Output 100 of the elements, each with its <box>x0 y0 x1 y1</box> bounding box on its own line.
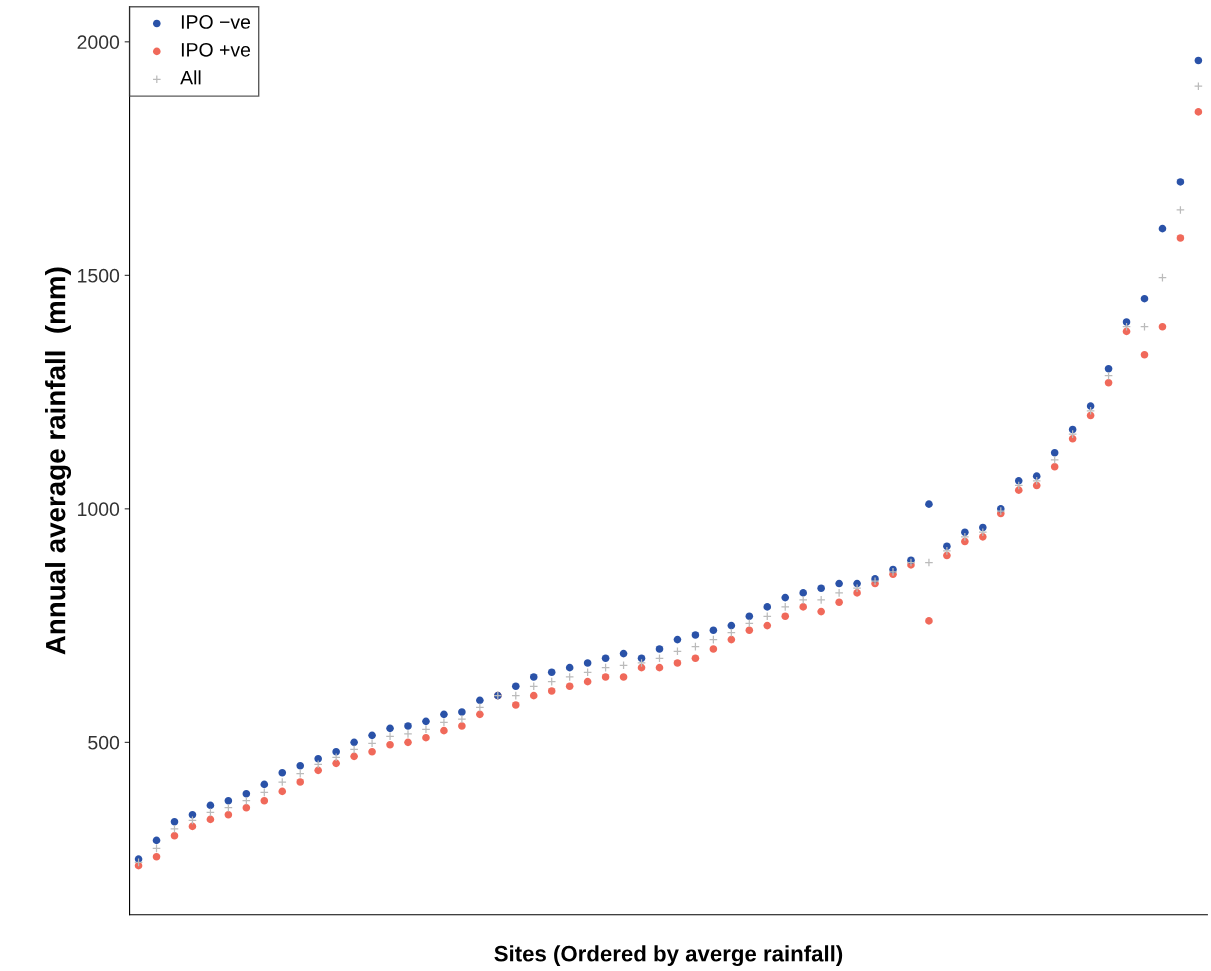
point <box>1104 378 1113 387</box>
point <box>1140 294 1149 303</box>
point <box>691 631 700 639</box>
point <box>511 682 520 691</box>
point <box>727 635 736 644</box>
point <box>458 722 466 730</box>
point <box>404 738 412 747</box>
point <box>314 766 322 775</box>
point <box>673 659 682 667</box>
point <box>637 663 646 672</box>
point <box>619 649 628 658</box>
point <box>619 673 628 681</box>
point <box>601 654 610 663</box>
point <box>1050 449 1059 457</box>
point <box>1086 411 1095 420</box>
y-tick-label: 500 <box>88 735 120 750</box>
point <box>1014 486 1023 494</box>
point <box>332 747 340 756</box>
point <box>242 789 251 798</box>
point <box>1140 350 1149 359</box>
point <box>188 810 197 819</box>
point <box>745 626 754 635</box>
point <box>565 672 575 682</box>
point <box>170 831 179 840</box>
point <box>673 635 682 644</box>
point <box>152 852 161 861</box>
point <box>296 778 305 786</box>
point <box>404 722 412 730</box>
point <box>511 701 520 709</box>
y-tick-label: 1000 <box>78 502 120 517</box>
point <box>781 593 790 602</box>
legend-label: IPO +ve <box>181 42 251 57</box>
point <box>476 710 484 719</box>
point <box>1122 318 1131 326</box>
point <box>1194 56 1203 65</box>
point <box>763 603 772 611</box>
point <box>296 761 305 770</box>
point <box>763 621 772 630</box>
point <box>655 645 664 653</box>
point <box>961 528 969 536</box>
point <box>1050 463 1059 471</box>
point <box>350 752 358 761</box>
point <box>655 663 664 672</box>
point <box>547 687 556 695</box>
point <box>422 717 430 726</box>
point <box>1176 234 1185 242</box>
point <box>421 724 431 734</box>
legend-label: All <box>180 70 201 85</box>
point <box>260 780 269 789</box>
point <box>403 729 413 739</box>
point <box>350 738 358 747</box>
point <box>691 654 700 663</box>
point <box>368 731 376 740</box>
point <box>637 658 646 668</box>
point <box>745 612 754 621</box>
point <box>422 733 430 742</box>
point <box>709 626 718 635</box>
point <box>277 777 287 787</box>
point <box>924 558 934 567</box>
point <box>529 673 538 681</box>
point <box>386 740 394 749</box>
point <box>925 617 933 625</box>
point <box>834 588 844 598</box>
point <box>583 659 592 667</box>
point <box>224 810 233 819</box>
point <box>816 595 826 605</box>
point <box>565 682 574 691</box>
point <box>188 822 197 831</box>
point <box>601 673 610 681</box>
point <box>835 579 843 588</box>
point <box>1104 364 1113 373</box>
point <box>440 726 448 735</box>
point <box>170 817 179 826</box>
point <box>278 768 287 777</box>
point <box>780 602 790 612</box>
point <box>1032 472 1041 480</box>
point <box>224 796 233 805</box>
point <box>458 708 466 716</box>
point <box>799 589 807 597</box>
point <box>1068 429 1078 439</box>
point <box>979 533 987 541</box>
point <box>547 668 556 677</box>
point <box>260 796 269 805</box>
point <box>835 598 843 607</box>
point <box>349 744 359 754</box>
point <box>798 595 808 605</box>
point <box>942 546 952 556</box>
point <box>332 759 340 768</box>
point <box>206 815 215 824</box>
point <box>385 731 395 741</box>
point <box>367 738 377 748</box>
point <box>368 747 376 756</box>
point <box>565 663 574 672</box>
point <box>727 621 736 630</box>
y-tick-label: 2000 <box>77 35 120 50</box>
point <box>314 754 322 763</box>
point <box>1158 224 1167 233</box>
point <box>206 801 215 810</box>
x-axis-title: Sites (Ordered by averge rainfall) <box>494 945 843 967</box>
point <box>278 787 287 796</box>
